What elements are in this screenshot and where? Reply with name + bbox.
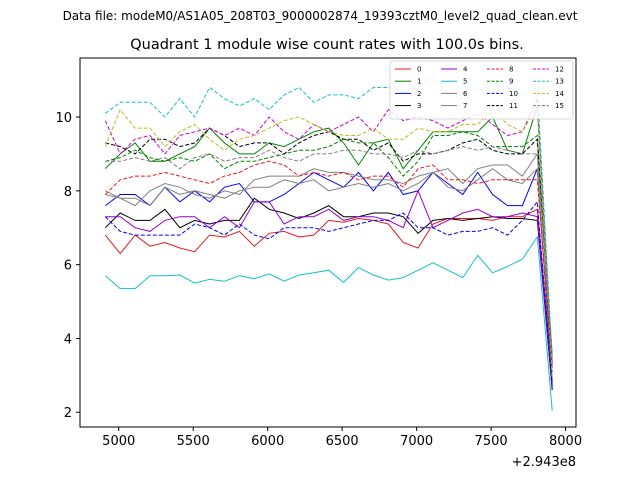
data-file-caption: Data file: modeM0/AS1A05_208T03_90000028… [63,9,578,23]
x-tick-label: 7000 [400,434,433,449]
x-tick-label: 6500 [326,434,359,449]
legend-label-3: 3 [417,102,421,110]
chart-title: Quadrant 1 module wise count rates with … [130,37,524,53]
series-line-10 [104,200,553,387]
legend-label-12: 12 [555,66,564,74]
series-line-3 [104,197,553,391]
series-layer [104,75,553,411]
legend-label-1: 1 [417,78,421,86]
x-tick-label: 6000 [251,434,284,449]
y-tick-label: 2 [64,406,72,421]
legend-label-15: 15 [555,102,564,110]
x-axis: 5000 5500 6000 6500 7000 7500 8000 [102,427,582,449]
y-tick-label: 6 [64,259,72,274]
legend-label-0: 0 [417,66,421,74]
series-line-5 [104,235,553,411]
y-tick-label: 4 [64,332,72,347]
legend-label-5: 5 [463,78,467,86]
legend-label-14: 14 [555,90,564,98]
series-line-15 [105,146,553,357]
series-line-2 [105,168,553,383]
series-line-11 [105,127,553,372]
y-tick-label: 8 [64,185,72,200]
legend-label-11: 11 [509,102,518,110]
y-axis: 2 4 6 8 10 [55,111,80,421]
series-line-7 [105,152,553,354]
x-tick-label: 5000 [102,434,135,449]
legend-label-8: 8 [509,66,513,74]
legend-label-4: 4 [463,66,468,74]
x-axis-offset-label: +2.943e8 [512,455,576,470]
x-tick-label: 7500 [475,434,508,449]
legend-label-10: 10 [509,90,518,98]
x-tick-label: 8000 [549,434,582,449]
legend-label-7: 7 [463,102,467,110]
legend-label-9: 9 [509,78,513,86]
y-tick-label: 10 [55,111,72,126]
series-line-14 [104,104,553,376]
series-line-8 [104,160,553,369]
series-line-4 [105,189,553,387]
axes-frame [79,57,577,428]
series-line-13 [105,75,553,357]
legend-box [389,60,574,120]
legend-label-13: 13 [555,78,564,86]
series-line-12 [104,98,553,365]
legend-label-2: 2 [417,90,421,98]
legend-label-6: 6 [463,90,468,98]
x-tick-label: 5500 [177,434,210,449]
series-line-6 [105,167,553,380]
series-line-9 [105,131,553,361]
series-line-1 [104,105,553,365]
